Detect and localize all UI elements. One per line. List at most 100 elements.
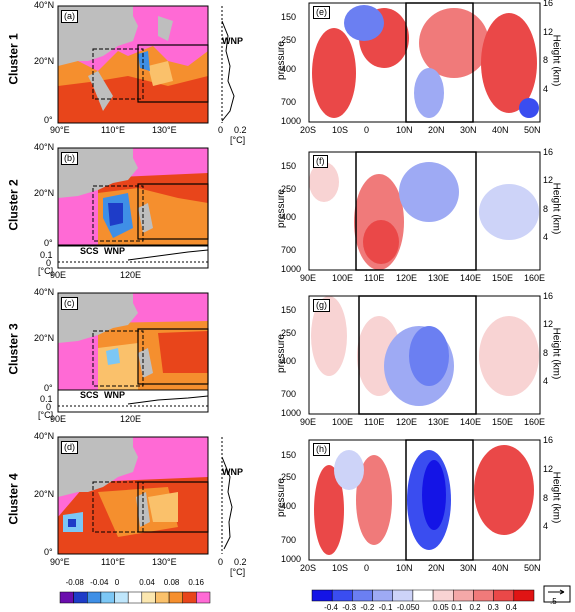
cluster-4-label: Cluster 4 xyxy=(6,473,21,525)
pressure-tick: 250 xyxy=(281,35,297,46)
reference-vector-label: .5 xyxy=(550,597,557,606)
colorbar-label: -0.2 xyxy=(360,603,375,612)
map-b-b-01: 0.1 xyxy=(40,250,53,260)
map-b-lon-90: 90E xyxy=(50,270,67,280)
pressure-tick: 700 xyxy=(281,245,297,256)
map-c-lat-0: 0° xyxy=(44,383,53,393)
section-x-tick: 140E xyxy=(460,273,482,283)
colorbar-swatch xyxy=(168,591,183,604)
height-tick: 4 xyxy=(543,83,549,94)
height-tick: 8 xyxy=(543,492,549,503)
pressure-tick: 400 xyxy=(281,501,297,512)
map-a-lon-90: 90°E xyxy=(50,125,70,135)
map-c-tag: (c) xyxy=(61,297,78,310)
colorbar-swatch xyxy=(141,591,156,604)
section-x-tick: 150E xyxy=(492,417,514,427)
cluster-1-label: Cluster 1 xyxy=(6,33,21,85)
section-x-tick: 40N xyxy=(492,563,509,573)
pressure-tick: 700 xyxy=(281,96,297,107)
section-x-tick: 160E xyxy=(524,417,546,427)
colorbar-label: 0.08 xyxy=(163,578,180,587)
map-d-side-label: WNP xyxy=(222,467,243,477)
map-c-lat-40: 40°N xyxy=(34,287,55,297)
pressure-tick: 1000 xyxy=(281,264,302,274)
map-c-plot xyxy=(57,292,209,391)
section-x-tick: 100E xyxy=(332,417,354,427)
section-x-tick: 110E xyxy=(364,273,385,283)
colorbar-swatch xyxy=(432,589,454,602)
section-x-tick: 100E xyxy=(332,273,354,283)
section-x-tick: 50N xyxy=(524,125,541,135)
map-a-lon-130: 130°E xyxy=(152,125,177,135)
map-b-lon-120: 120E xyxy=(120,270,142,280)
colorbar-swatch xyxy=(331,589,353,602)
map-b-b-0: 0 xyxy=(46,258,52,268)
section-x-tick: 10N xyxy=(396,563,413,573)
map-c-b-01: 0.1 xyxy=(40,394,53,404)
cluster-2-label: Cluster 2 xyxy=(6,179,21,231)
map-a-side-0: 0 xyxy=(218,125,224,135)
colorbar-swatch xyxy=(196,591,211,604)
section-x-tick: 50N xyxy=(524,563,541,573)
section-x-tick: 120E xyxy=(396,273,418,283)
map-b-lat-0: 0° xyxy=(44,238,53,248)
colorbar-label: 0.04 xyxy=(139,578,155,587)
section-x-tick: 130E xyxy=(428,417,450,427)
section-x-tick: 120E xyxy=(396,417,418,427)
section-x-tick: 140E xyxy=(460,417,482,427)
map-b-tag: (b) xyxy=(61,152,78,165)
section-x-tick: 0 xyxy=(364,125,370,135)
map-a-side-unit: [°C] xyxy=(230,135,246,145)
colorbar-label: 0 xyxy=(415,603,420,612)
colorbar-swatch xyxy=(513,589,535,602)
colorbar-label: 0 xyxy=(114,578,120,587)
pressure-tick: 150 xyxy=(281,12,297,23)
height-tick: 8 xyxy=(543,203,549,214)
section-x-tick: 20S xyxy=(300,125,317,135)
pressure-axis-title-g: pressure xyxy=(275,334,287,373)
pressure-axis-title-f: pressure xyxy=(275,189,287,228)
map-d-side-profile xyxy=(221,437,233,554)
map-a-lat-40: 40°N xyxy=(34,0,55,10)
section-x-tick: 10S xyxy=(332,125,349,135)
map-c-bottom-profile xyxy=(57,389,209,413)
map-d-lat-40: 40°N xyxy=(34,431,55,441)
map-d-side-unit: [°C] xyxy=(230,567,246,577)
map-b-lat-40: 40°N xyxy=(34,142,55,152)
reference-vector-box xyxy=(543,585,571,603)
colorbar-swatch xyxy=(73,591,88,604)
map-d-lat-0: 0° xyxy=(44,547,53,557)
section-g-tag: (g) xyxy=(313,299,330,312)
map-d-side-02: 0.2 xyxy=(234,557,247,567)
section-g-plot xyxy=(308,295,541,415)
map-a-tag: (a) xyxy=(61,10,78,23)
pressure-tick: 400 xyxy=(281,212,297,223)
colorbar-label: -0.04 xyxy=(90,578,109,587)
section-f-plot xyxy=(308,151,541,271)
colorbar-swatch xyxy=(392,589,414,602)
map-c-b-0: 0 xyxy=(46,402,52,412)
section-x-tick: 160E xyxy=(524,273,546,283)
colorbar-label: 0.4 xyxy=(505,603,517,612)
section-x-tick: 20N xyxy=(428,125,445,135)
colorbar-label: 0.2 xyxy=(469,603,481,612)
map-d-lon-90: 90°E xyxy=(50,557,70,567)
pressure-tick: 700 xyxy=(281,534,297,545)
colorbar-swatch xyxy=(182,591,197,604)
pressure-tick: 250 xyxy=(281,472,297,483)
section-x-tick: 20S xyxy=(300,563,317,573)
section-x-tick: 0 xyxy=(364,563,370,573)
map-a-lon-110: 110°E xyxy=(101,125,125,135)
colorbar-label: -0.4 xyxy=(324,603,338,612)
map-a-lat-20: 20°N xyxy=(34,56,55,66)
map-c-lon-120: 120E xyxy=(120,414,142,424)
colorbar-label: 0.1 xyxy=(451,603,463,612)
pressure-tick: 250 xyxy=(281,183,297,194)
pressure-tick: 700 xyxy=(281,389,297,400)
height-tick: 4 xyxy=(543,521,549,532)
map-b-wnp-label: WNP xyxy=(104,246,125,256)
colorbar-swatch xyxy=(493,589,515,602)
map-b-scs-label: SCS xyxy=(80,246,99,256)
map-a-side-label: WNP xyxy=(222,36,243,46)
section-e-tag: (e) xyxy=(313,6,330,19)
